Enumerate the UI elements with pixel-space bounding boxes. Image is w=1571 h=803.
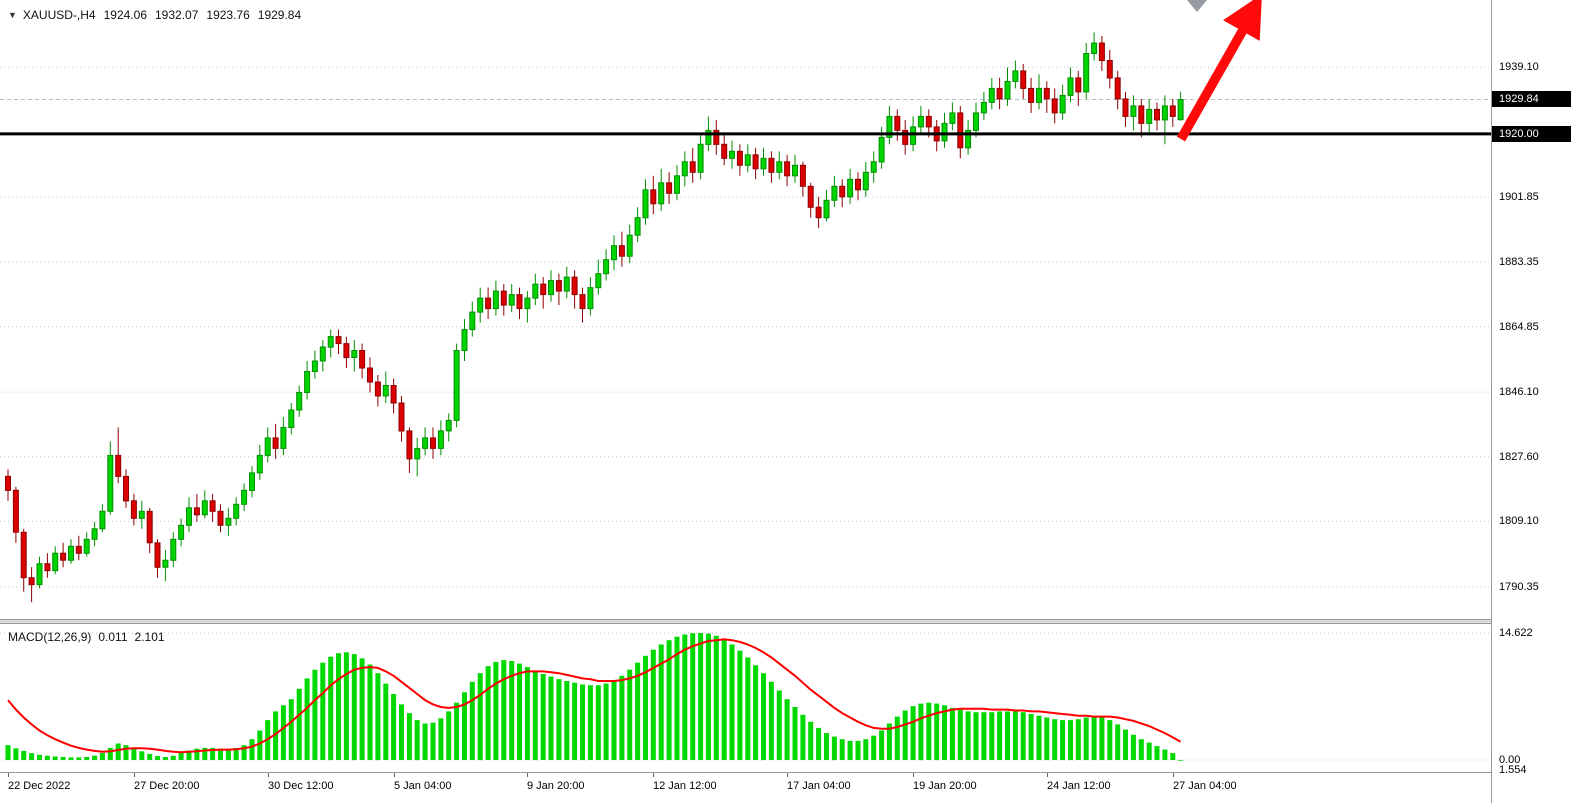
- time-axis-label: 17 Jan 04:00: [787, 780, 851, 792]
- price-axis-label: 1864.85: [1499, 321, 1539, 333]
- time-tick: [653, 773, 654, 777]
- price-axis-label: 1846.10: [1499, 386, 1539, 398]
- price-axis-label: 1790.35: [1499, 581, 1539, 593]
- open-value: 1924.06: [103, 8, 147, 22]
- price-axis-label: 1883.35: [1499, 256, 1539, 268]
- price-badge: 1929.84: [1492, 91, 1571, 107]
- macd-axis-label: 0.00: [1499, 754, 1521, 766]
- time-axis-label: 27 Jan 04:00: [1173, 780, 1237, 792]
- time-tick: [913, 773, 914, 777]
- macd-grid: [0, 632, 1491, 761]
- time-tick: [8, 773, 9, 777]
- macd-axis-label: 14.622: [1499, 627, 1533, 639]
- time-tick: [1173, 773, 1174, 777]
- time-tick: [787, 773, 788, 777]
- time-tick: [527, 773, 528, 777]
- macd-panel[interactable]: [0, 624, 1491, 772]
- time-tick: [268, 773, 269, 777]
- time-axis-label: 22 Dec 2022: [8, 780, 71, 792]
- time-axis-label: 12 Jan 12:00: [653, 780, 717, 792]
- time-axis-label: 27 Dec 20:00: [134, 780, 200, 792]
- time-axis-label: 30 Dec 12:00: [268, 780, 334, 792]
- close-value: 1929.84: [257, 8, 302, 22]
- time-tick: [394, 773, 395, 777]
- gray-marker-icon[interactable]: [1187, 0, 1207, 12]
- price-axis-label: 1901.85: [1499, 191, 1539, 203]
- candles-layer: [5, 32, 1184, 603]
- macd-indicator-label: MACD(12,26,9) 0.011 2.101: [8, 630, 165, 644]
- symbol-timeframe: XAUUSD-,H4: [22, 8, 96, 22]
- price-grid: [0, 66, 1491, 588]
- trend-arrow[interactable]: [1176, 0, 1262, 142]
- panel-separator[interactable]: [0, 619, 1491, 624]
- time-tick: [134, 773, 135, 777]
- macd-value: 0.011: [98, 630, 128, 644]
- low-value: 1923.76: [206, 8, 250, 22]
- high-value: 1932.07: [155, 8, 199, 22]
- price-axis-label: 1809.10: [1499, 515, 1539, 527]
- price-axis-label: 1827.60: [1499, 451, 1539, 463]
- time-axis-label: 5 Jan 04:00: [394, 780, 452, 792]
- macd-histogram: [5, 633, 1184, 761]
- time-axis-label: 19 Jan 20:00: [913, 780, 977, 792]
- price-badge: 1920.00: [1492, 126, 1571, 142]
- ohlc-header: ▼ XAUUSD-,H4 1924.06 1932.07 1923.76 192…: [8, 8, 301, 22]
- axis-divider: [0, 772, 1571, 773]
- macd-name: MACD(12,26,9): [8, 630, 92, 644]
- price-chart[interactable]: [0, 0, 1491, 620]
- macd-axis-label: 1.554: [1499, 764, 1527, 776]
- time-axis-label: 24 Jan 12:00: [1047, 780, 1111, 792]
- macd-signal-value: 2.101: [134, 630, 165, 644]
- time-axis-label: 9 Jan 20:00: [527, 780, 585, 792]
- price-axis-label: 1939.10: [1499, 61, 1539, 73]
- time-tick: [1047, 773, 1048, 777]
- time-axis[interactable]: 22 Dec 2022 27 Dec 20:00 30 Dec 12:00 5 Jan…: [0, 773, 1491, 803]
- chart-dropdown-icon[interactable]: ▼: [8, 10, 17, 20]
- price-axis[interactable]: 1939.10 1929.84 1920.00 1901.85 1883.35 1864.…: [1491, 0, 1571, 803]
- macd-signal-line: [7, 638, 1182, 754]
